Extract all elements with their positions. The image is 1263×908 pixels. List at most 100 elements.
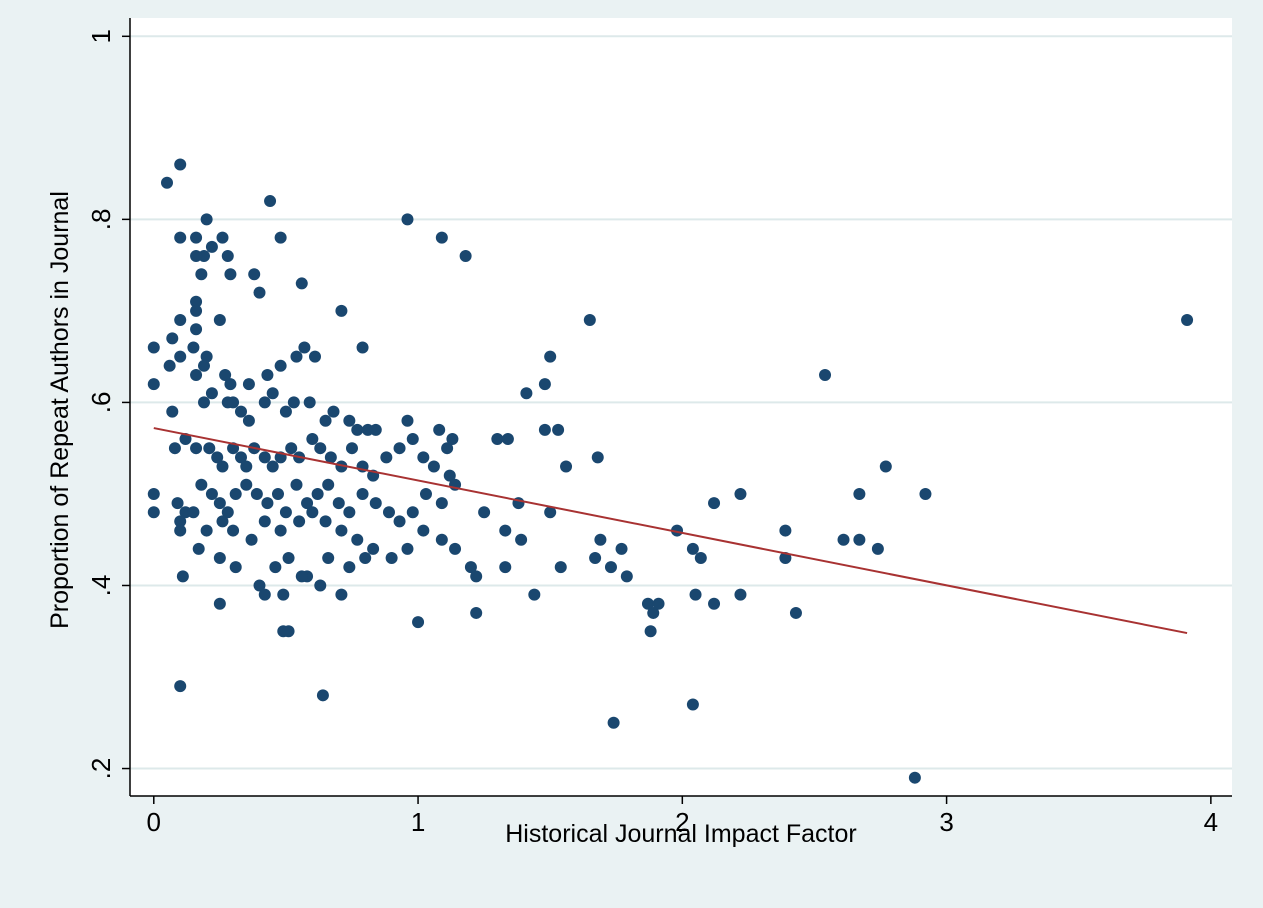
- scatter-point: [311, 487, 324, 500]
- scatter-point: [219, 368, 232, 381]
- scatter-point: [367, 542, 380, 555]
- fit-line: [153, 427, 1188, 635]
- scatter-point: [290, 350, 303, 363]
- scatter-point: [174, 314, 187, 327]
- scatter-point: [224, 268, 237, 281]
- scatter-point: [689, 588, 702, 601]
- scatter-point: [240, 460, 253, 473]
- scatter-point: [919, 487, 932, 500]
- x-tick-label: 4: [1204, 807, 1218, 837]
- scatter-point: [240, 478, 253, 491]
- scatter-point: [671, 524, 684, 537]
- scatter-point: [216, 231, 229, 244]
- scatter-point: [385, 552, 398, 565]
- x-ticks: 0 1 2 3 4: [147, 796, 1218, 837]
- scatter-point: [290, 478, 303, 491]
- scatter-point: [301, 497, 314, 510]
- scatter-point: [205, 487, 218, 500]
- scatter-point: [269, 561, 282, 574]
- scatter-point: [205, 240, 218, 253]
- scatter-point: [192, 542, 205, 555]
- scatter-point: [245, 533, 258, 546]
- scatter-point: [345, 442, 358, 455]
- scatter-point: [274, 231, 287, 244]
- y-axis-title: Proportion of Repeat Authors in Journal: [46, 191, 74, 629]
- scatter-point: [216, 515, 229, 528]
- scatter-point: [427, 460, 440, 473]
- scatter-point: [163, 359, 176, 372]
- scatter-point: [615, 542, 628, 555]
- scatter-point: [433, 423, 446, 436]
- scatter-point: [282, 625, 295, 638]
- scatter-point: [250, 487, 263, 500]
- scatter-point: [544, 350, 557, 363]
- scatter-point: [229, 561, 242, 574]
- scatter-point: [406, 506, 419, 519]
- scatter-point: [449, 542, 462, 555]
- scatter-point: [446, 433, 459, 446]
- scatter-point: [589, 552, 602, 565]
- scatter-point: [242, 378, 255, 391]
- scatter-point: [216, 460, 229, 473]
- y-tick-label: .2: [86, 758, 116, 780]
- scatter-point: [174, 524, 187, 537]
- scatter-point: [641, 597, 654, 610]
- scatter-point: [253, 286, 266, 299]
- scatter-point: [652, 597, 665, 610]
- scatter-point: [853, 533, 866, 546]
- scatter-point: [190, 442, 203, 455]
- y-tick-label: .4: [86, 575, 116, 597]
- scatter-point: [190, 323, 203, 336]
- scatter-point: [234, 405, 247, 418]
- scatter-point: [224, 378, 237, 391]
- scatter-point: [166, 405, 179, 418]
- scatter-point: [356, 487, 369, 500]
- scatter-point: [604, 561, 617, 574]
- scatter-point: [401, 542, 414, 555]
- scatter-point: [393, 515, 406, 528]
- scatter-point: [335, 304, 348, 317]
- scatter-point: [708, 597, 721, 610]
- scatter-point: [295, 277, 308, 290]
- scatter-point: [401, 213, 414, 226]
- scatter-point: [819, 368, 832, 381]
- scatter-point: [607, 716, 620, 729]
- scatter-point: [644, 625, 657, 638]
- scatter-point: [686, 698, 699, 711]
- scatter-point: [221, 506, 234, 519]
- scatter-point: [227, 524, 240, 537]
- scatter-point: [171, 497, 184, 510]
- scatter-point: [282, 552, 295, 565]
- scatter-point: [647, 606, 660, 619]
- scatter-point: [734, 588, 747, 601]
- scatter-point: [293, 515, 306, 528]
- scatter-point: [306, 433, 319, 446]
- scatter-point: [306, 506, 319, 519]
- scatter-point: [258, 515, 271, 528]
- scatter-point: [308, 350, 321, 363]
- scatter-point: [464, 561, 477, 574]
- scatter-point: [694, 552, 707, 565]
- scatter-point: [200, 350, 213, 363]
- scatter-point: [190, 304, 203, 317]
- scatter-point: [520, 387, 533, 400]
- scatter-point: [332, 497, 345, 510]
- scatter-point: [435, 533, 448, 546]
- scatter-point: [213, 597, 226, 610]
- scatter-point: [538, 423, 551, 436]
- scatter-point: [356, 341, 369, 354]
- scatter-point: [168, 442, 181, 455]
- scatter-point: [382, 506, 395, 519]
- scatter-point: [229, 487, 242, 500]
- scatter-point: [166, 332, 179, 345]
- scatter-point: [499, 524, 512, 537]
- scatter-point: [271, 487, 284, 500]
- scatter-point: [190, 231, 203, 244]
- scatter-point: [501, 433, 514, 446]
- scatter-point: [248, 268, 261, 281]
- scatter-point: [258, 588, 271, 601]
- x-tick-label: 0: [147, 807, 161, 837]
- scatter-point: [279, 405, 292, 418]
- scatter-point: [779, 524, 792, 537]
- scatter-point: [324, 451, 337, 464]
